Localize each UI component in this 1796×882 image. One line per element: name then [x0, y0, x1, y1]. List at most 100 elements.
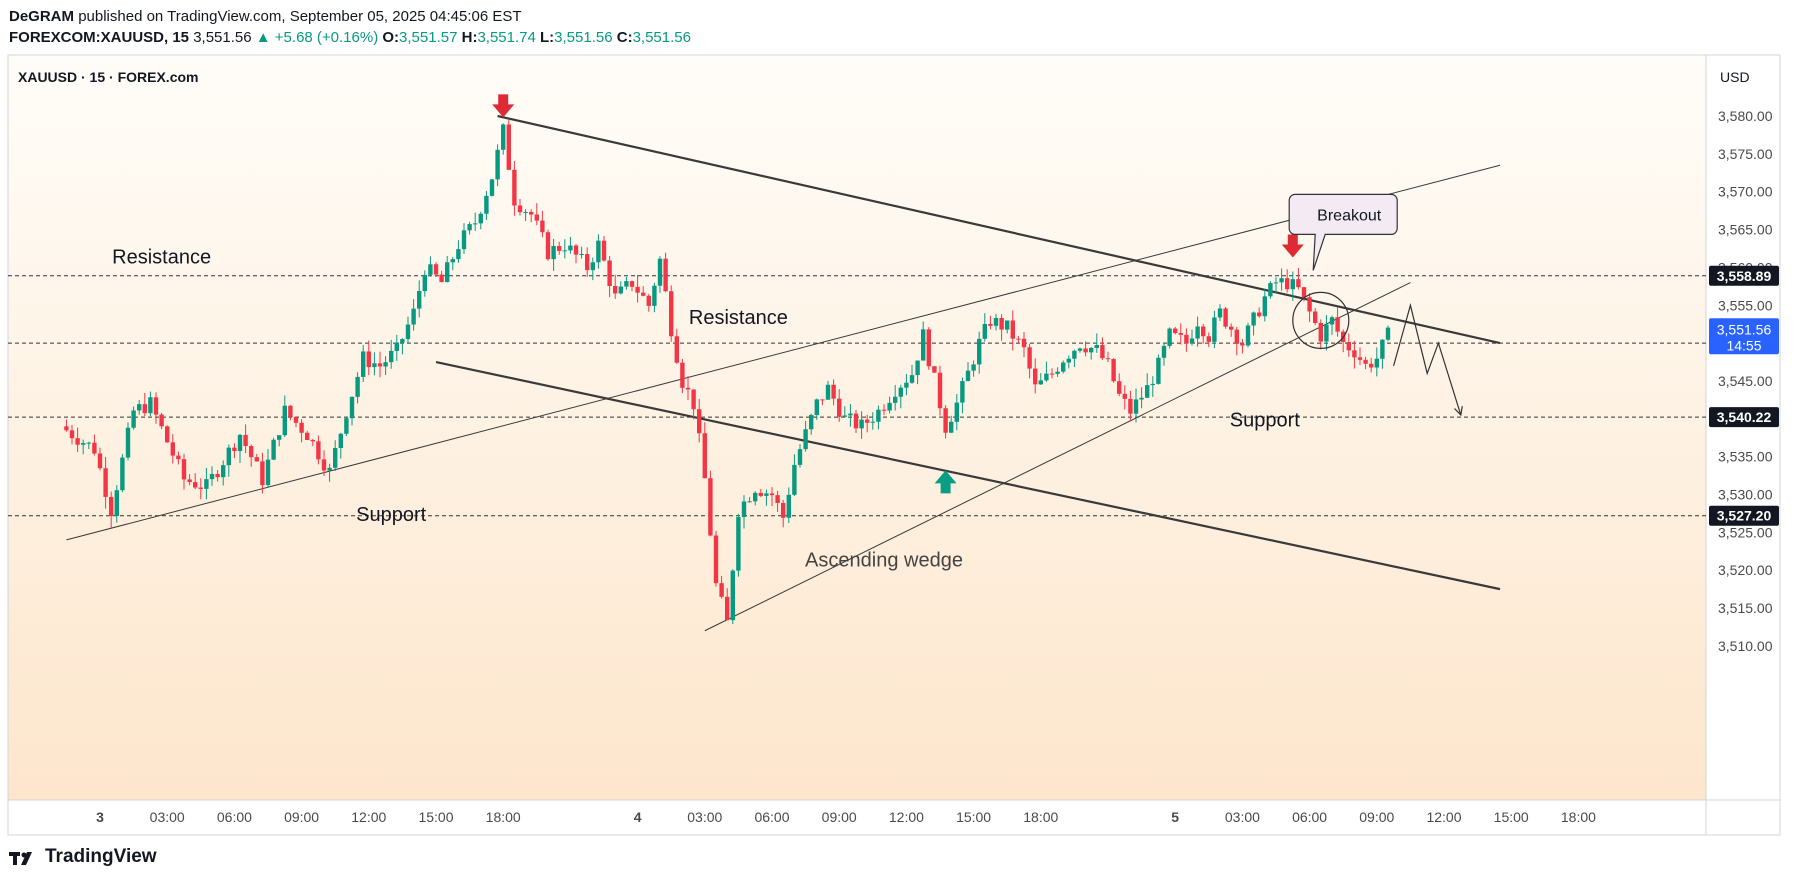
- candle-down: [573, 245, 579, 255]
- candle-up: [1066, 358, 1071, 363]
- candle-up: [501, 124, 506, 150]
- last-price: 3,551.56: [193, 29, 252, 46]
- x-tick-label: 15:00: [1494, 809, 1529, 825]
- down-arrow-icon: [1281, 234, 1304, 258]
- candle-up: [204, 479, 209, 489]
- candle-up: [624, 281, 629, 287]
- candle-up: [741, 501, 747, 518]
- candle-down: [837, 398, 842, 417]
- candle-up: [327, 467, 332, 471]
- candle-down: [243, 434, 248, 447]
- candle-up: [282, 405, 287, 436]
- candle-down: [64, 426, 69, 431]
- candle-up: [1133, 399, 1139, 414]
- candle-up: [876, 409, 881, 422]
- candle-down: [1234, 329, 1239, 344]
- candle-down: [1010, 320, 1015, 339]
- x-tick-label: 03:00: [150, 809, 185, 825]
- candle-down: [557, 246, 562, 251]
- candle-down: [534, 214, 539, 221]
- candle-up: [870, 421, 875, 423]
- candle-up: [915, 360, 920, 376]
- x-tick-label: 09:00: [1359, 809, 1394, 825]
- candle-down: [249, 446, 254, 458]
- trendline: [704, 282, 1411, 632]
- candle-up: [1273, 282, 1279, 284]
- candle-up: [86, 442, 91, 444]
- breakout-callout: [1288, 193, 1398, 271]
- candle-down: [69, 430, 75, 439]
- candle-down: [865, 419, 870, 423]
- candle-down: [725, 596, 730, 621]
- candle-up: [209, 473, 215, 480]
- y-tick-label: 3,565.00: [1718, 222, 1773, 238]
- down-arrow-icon: [492, 94, 515, 118]
- x-tick-label: 18:00: [486, 809, 521, 825]
- candle-up: [383, 362, 388, 367]
- annotation-label: Breakout: [1317, 207, 1382, 224]
- x-tick-label: 18:00: [1561, 809, 1596, 825]
- candle-up: [579, 254, 584, 256]
- candle-up: [422, 274, 427, 292]
- candle-down: [170, 442, 175, 456]
- y-tick-label: 3,580.00: [1718, 108, 1773, 124]
- candle-down: [288, 405, 293, 418]
- candle-down: [305, 432, 310, 440]
- candle-up: [148, 397, 153, 414]
- candle-up: [114, 490, 119, 516]
- candle-up: [1061, 362, 1066, 372]
- candle-down: [691, 389, 696, 410]
- candle-up: [237, 434, 243, 451]
- candle-down: [1201, 326, 1206, 337]
- candle-down: [293, 417, 299, 423]
- candle-up: [495, 149, 500, 180]
- candle-down: [142, 404, 147, 414]
- candle-up: [657, 258, 663, 286]
- breakout-circle: [1292, 291, 1350, 349]
- candle-down: [663, 258, 668, 292]
- candle-up: [1217, 308, 1223, 318]
- candle-down: [1357, 357, 1363, 360]
- candle-up: [1262, 296, 1267, 317]
- candle-up: [551, 246, 556, 260]
- candle-down: [1178, 333, 1183, 335]
- x-tick-label: 09:00: [284, 809, 319, 825]
- candle-up: [590, 262, 595, 271]
- candle-down: [943, 408, 948, 433]
- candle-up: [596, 240, 601, 263]
- projection-arrowhead: [1454, 406, 1463, 417]
- candle-down: [506, 124, 511, 170]
- candle-down: [1021, 338, 1027, 348]
- trendline: [497, 114, 1501, 345]
- candle-up: [265, 459, 271, 486]
- candle-down: [635, 286, 640, 293]
- candle-down: [1173, 328, 1178, 334]
- candle-down: [103, 468, 108, 497]
- candle-down: [781, 502, 786, 518]
- candle-up: [618, 286, 623, 294]
- candle-up: [456, 249, 461, 260]
- candle-down: [97, 453, 103, 469]
- level-price-badge: [1709, 505, 1779, 526]
- candle-up: [814, 399, 819, 416]
- candle-down: [1229, 326, 1234, 330]
- candle-up: [887, 402, 892, 411]
- candle-up: [428, 264, 433, 275]
- candle-up: [1329, 317, 1335, 325]
- open-value: 3,551.57: [399, 29, 458, 46]
- annotation-label: Support: [356, 504, 426, 526]
- candle-down: [1206, 336, 1211, 342]
- candle-down: [540, 220, 545, 233]
- candle-up: [137, 404, 142, 411]
- candle-up: [361, 351, 366, 377]
- trendline: [435, 360, 1501, 591]
- candle-down: [1346, 341, 1351, 351]
- level-price-label: 3,540.22: [1717, 409, 1772, 425]
- candle-down: [529, 211, 534, 215]
- x-tick-label: 06:00: [754, 809, 789, 825]
- candle-down: [1240, 343, 1245, 346]
- candle-down: [629, 281, 635, 287]
- candle-down: [198, 487, 203, 489]
- candle-up: [226, 447, 231, 466]
